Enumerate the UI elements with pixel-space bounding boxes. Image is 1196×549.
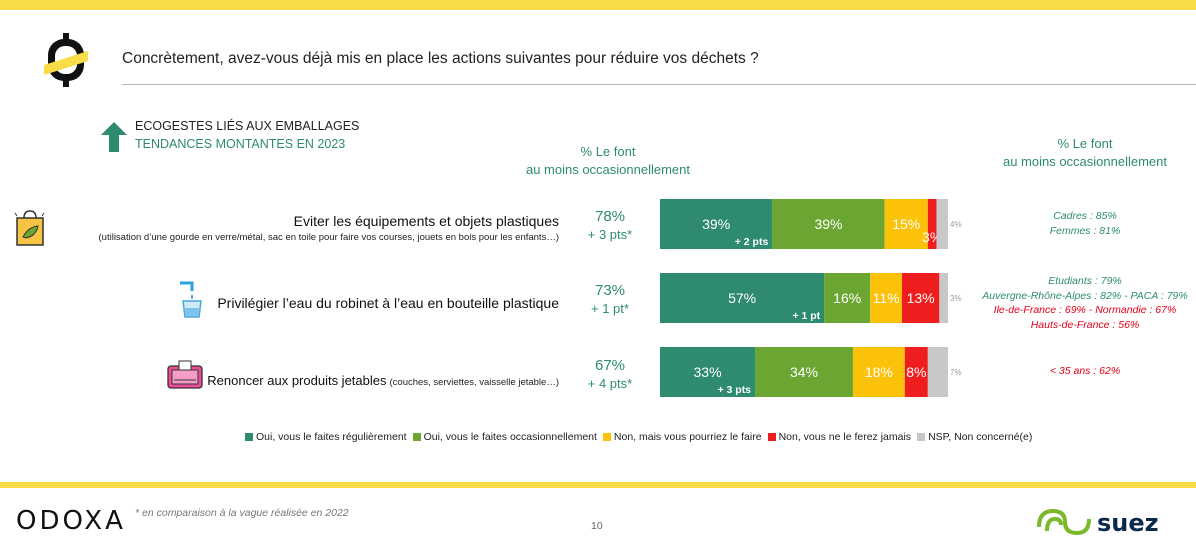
row-total-3: 67% + 4 pts* [570, 357, 650, 393]
bar-label-regulier-row-2: 57% [728, 290, 756, 306]
column-header-right: % Le font au moins occasionnellement [985, 135, 1185, 171]
row-label-1-sub: (utilisation d’une gourde en verre/métal… [98, 232, 559, 243]
row-label-1: Eviter les équipements et objets plastiq… [99, 213, 559, 243]
subgroup-note-row-1-1: Cadres : 85% [1053, 210, 1117, 222]
chart-legend: Oui, vous le faites régulièrement Oui, v… [245, 431, 1032, 443]
suez-logo: suez [1037, 508, 1159, 537]
bar-label-nsp-row-2: 3% [950, 294, 962, 303]
row-total-1-trend: + 3 pts* [587, 227, 633, 242]
bar-delta-row-1: + 2 pts [735, 236, 769, 248]
bar-label-pourriez-row-3: 18% [865, 364, 893, 380]
bar-segment-regulier-row-1 [660, 199, 773, 249]
top-accent-bar [0, 0, 1196, 10]
odoxa-logo: ODOXA [16, 506, 126, 536]
legend-swatch-jamais [767, 433, 776, 441]
plastic-bag-icon [14, 210, 45, 246]
bar-segment-pourriez-row-3 [852, 347, 905, 397]
arrow-up-icon [101, 122, 127, 152]
legend-item-nsp: NSP, Non concerné(e) [917, 431, 1032, 443]
bar-segment-jamais-row-1 [927, 199, 937, 249]
legend-label-occasionnel: Oui, vous le faites occasionnellement [423, 431, 597, 443]
row-total-3-trend: + 4 pts* [587, 376, 633, 391]
bar-segment-nsp-row-1 [936, 199, 948, 249]
row-label-2-main: Privilégier l’eau du robinet à l’eau en … [217, 295, 559, 311]
legend-swatch-pourriez [602, 433, 611, 441]
row-label-2: Privilégier l’eau du robinet à l’eau en … [217, 295, 559, 311]
bar-label-occasionnel-row-2: 16% [833, 290, 861, 306]
bar-label-nsp-row-3: 7% [950, 368, 962, 377]
subgroup-note-row-2-1: Etudiants : 79% [1048, 275, 1122, 287]
subgroup-note-row-2-2: Auvergne-Rhône-Alpes : 82% - PACA : 79% [982, 289, 1188, 302]
tap-water-icon [180, 281, 202, 318]
row-total-1: 78% + 3 pts* [570, 208, 650, 244]
legend-label-pourriez: Non, mais vous pourriez le faire [613, 431, 762, 443]
subgroup-notes-row-3: < 35 ans : 62% [975, 364, 1195, 379]
bar-segment-jamais-row-3 [904, 347, 928, 397]
column-header-right-line1: % Le font [1057, 136, 1113, 151]
column-header-left-line2: au moins occasionnellement [525, 162, 691, 177]
bar-segment-regulier-row-3 [660, 347, 756, 397]
bar-segment-nsp-row-2 [939, 273, 948, 323]
bar-label-nsp-row-1: 4% [950, 220, 962, 229]
bar-segment-occasionnel-row-2 [824, 273, 871, 323]
bar-segment-nsp-row-3 [927, 347, 948, 397]
bar-label-regulier-row-1: 39% [702, 216, 730, 232]
subgroup-note-row-2-3: Ile-de-France : 69% - Normandie : 67% [993, 304, 1177, 316]
footnote: * en comparaison à la vague réalisée en … [135, 507, 349, 519]
row-label-3-sub: (couches, serviettes, vaisselle jetable…… [389, 377, 560, 388]
legend-swatch-nsp [917, 433, 926, 441]
row-total-2-trend: + 1 pt* [591, 301, 629, 316]
legend-swatch-regulier [245, 433, 253, 441]
header-divider [122, 84, 1196, 85]
row-total-3-value: 67% [594, 357, 626, 374]
bar-delta-row-2: + 1 pt [792, 310, 820, 322]
bar-label-regulier-row-3: 33% [694, 364, 722, 380]
legend-item-jamais: Non, vous ne le ferez jamais [767, 431, 912, 443]
row-label-3: Renoncer aux produits jetables (couches,… [207, 373, 559, 388]
row-total-1-value: 78% [594, 208, 626, 225]
column-header-left-line1: % Le font [580, 144, 636, 159]
section-title: ECOGESTES LIÉS AUX EMBALLAGES [135, 119, 360, 133]
suez-swirl-icon [1037, 508, 1091, 536]
legend-item-pourriez: Non, mais vous pourriez le faire [602, 431, 762, 443]
subgroup-notes-row-2: Etudiants : 79% Auvergne-Rhône-Alpes : 82… [975, 274, 1195, 332]
legend-label-jamais: Non, vous ne le ferez jamais [778, 431, 912, 443]
page-number: 10 [591, 520, 603, 532]
bar-label-jamais-row-2: 13% [907, 290, 935, 306]
subgroup-notes-row-1: Cadres : 85% Femmes : 81% [975, 209, 1195, 238]
column-header-left: % Le font au moins occasionnellement [508, 143, 708, 179]
subgroup-note-row-3-1: < 35 ans : 62% [1049, 365, 1121, 377]
bar-label-jamais-row-3: 8% [906, 364, 926, 380]
subgroup-note-row-1-2: Femmes : 81% [1049, 224, 1121, 237]
odoxa-badge-icon [44, 33, 88, 87]
legend-swatch-occasionnel [412, 433, 421, 441]
bar-label-occasionnel-row-3: 34% [790, 364, 818, 380]
subgroup-note-row-2-4: Hauts-de-France : 56% [1030, 318, 1140, 331]
bar-label-pourriez-row-1: 15% [892, 216, 920, 232]
bar-delta-row-3: + 3 pts [717, 384, 751, 396]
bar-label-pourriez-row-2: 11% [873, 290, 900, 306]
legend-label-regulier: Oui, vous le faites régulièrement [256, 431, 407, 443]
suez-wordmark: suez [1097, 509, 1159, 537]
row-total-2: 73% + 1 pt* [570, 282, 650, 318]
section-subtitle: TENDANCES MONTANTES EN 2023 [135, 137, 346, 151]
bar-segment-pourriez-row-1 [884, 199, 928, 249]
row-total-2-value: 73% [594, 282, 626, 299]
legend-item-regulier: Oui, vous le faites régulièrement [245, 431, 407, 443]
column-header-right-line2: au moins occasionnellement [1002, 154, 1168, 169]
bar-segment-occasionnel-row-1 [772, 199, 885, 249]
bar-segment-jamais-row-2 [901, 273, 940, 323]
row-label-1-main: Eviter les équipements et objets plastiq… [293, 213, 559, 229]
row-label-3-main: Renoncer aux produits jetables [207, 373, 387, 388]
bar-label-occasionnel-row-1: 39% [814, 216, 842, 232]
wet-wipes-icon [167, 360, 203, 389]
bottom-accent-bar [0, 482, 1196, 488]
bar-segment-regulier-row-2 [660, 273, 825, 323]
bar-segment-pourriez-row-2 [870, 273, 902, 323]
legend-item-occasionnel: Oui, vous le faites occasionnellement [412, 431, 597, 443]
legend-label-nsp: NSP, Non concerné(e) [928, 431, 1033, 443]
bar-segment-occasionnel-row-3 [755, 347, 853, 397]
survey-question: Concrètement, avez-vous déjà mis en plac… [122, 50, 759, 67]
